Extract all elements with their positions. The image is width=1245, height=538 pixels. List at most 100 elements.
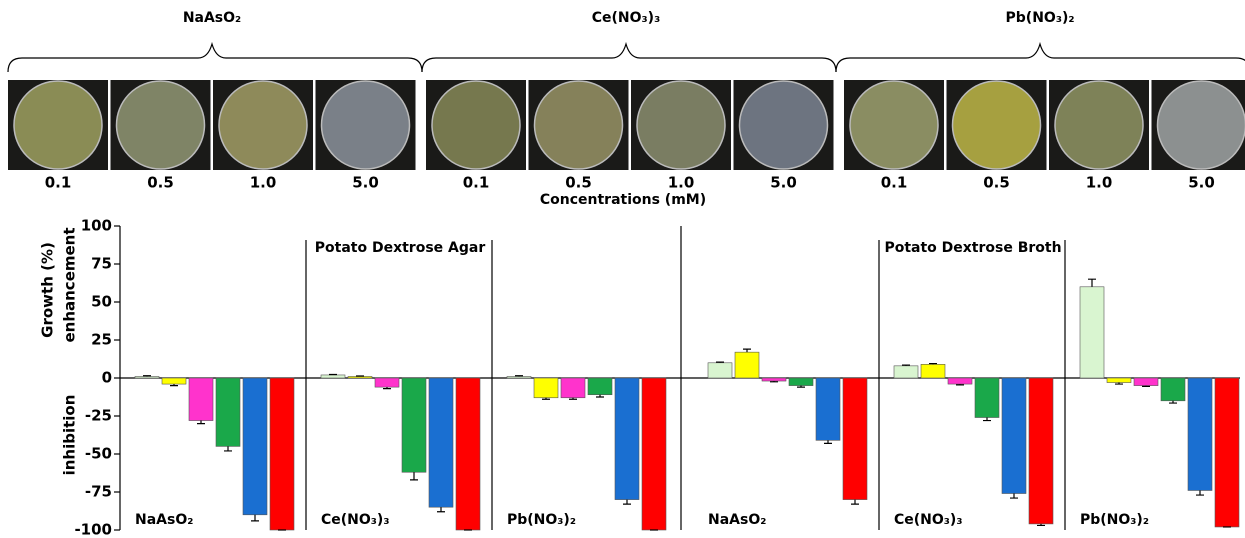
group-label: NaAsO₂ (135, 512, 193, 528)
petri-dish (322, 81, 410, 169)
bar (561, 378, 585, 398)
y-tick-label: -25 (85, 407, 112, 425)
group-label: Ce(NO₃)₃ (321, 512, 389, 528)
bar (1002, 378, 1026, 494)
concentration-label: 5.0 (352, 174, 379, 192)
bar (642, 378, 666, 530)
error-bar (224, 446, 232, 451)
bar (1107, 378, 1131, 383)
error-bar (1010, 494, 1018, 499)
error-bar (251, 515, 259, 521)
bar (270, 378, 294, 530)
bar (762, 378, 786, 381)
group-brace (836, 44, 1245, 72)
bar (615, 378, 639, 500)
bar (402, 378, 426, 472)
error-bar (743, 349, 751, 352)
petri-dish (953, 81, 1041, 169)
error-bar (1196, 490, 1204, 495)
concentration-label: 0.5 (983, 174, 1010, 192)
bar (843, 378, 867, 500)
bar (789, 378, 813, 386)
bar (429, 378, 453, 507)
y-tick-label: 75 (91, 255, 112, 273)
group-brace (8, 44, 422, 72)
bar (1188, 378, 1212, 490)
petri-dish (535, 81, 623, 169)
group-label: Pb(NO₃)₂ (1006, 10, 1075, 26)
y-tick-label: 0 (102, 369, 112, 387)
bar (921, 364, 945, 378)
concentration-label: 0.1 (463, 174, 490, 192)
group-label: Pb(NO₃)₂ (1080, 512, 1149, 528)
bar (1134, 378, 1158, 386)
concentration-label: 0.1 (881, 174, 908, 192)
bar (1161, 378, 1185, 401)
bar (507, 376, 531, 378)
y-tick-label: -50 (85, 445, 112, 463)
y-tick-label: -75 (85, 483, 112, 501)
bar (588, 378, 612, 395)
error-bar (983, 418, 991, 421)
bar (135, 376, 159, 378)
error-bar (851, 500, 859, 505)
y-tick-label: 50 (91, 293, 112, 311)
petri-dish (850, 81, 938, 169)
error-bar (596, 395, 604, 397)
concentration-axis-label: Concentrations (mM) (540, 192, 706, 208)
concentration-label: 1.0 (1086, 174, 1113, 192)
error-bar (197, 421, 205, 424)
group-label: NaAsO₂ (708, 512, 766, 528)
petri-dish (1158, 81, 1245, 169)
y-axis-label-negative: inhibition (61, 395, 79, 476)
y-axis-label: Growth (%) (39, 242, 57, 338)
concentration-label: 0.5 (565, 174, 592, 192)
y-axis-label-positive: enhancement (61, 227, 79, 342)
concentration-label: 0.5 (147, 174, 174, 192)
petri-dish (14, 81, 102, 169)
bar (1029, 378, 1053, 524)
group-label: Ce(NO₃)₃ (592, 10, 660, 26)
figure: Concentrations (mM) Growth (%) enhanceme… (0, 0, 1245, 538)
error-bar (410, 472, 418, 480)
error-bar (1088, 279, 1096, 287)
bar (243, 378, 267, 515)
bar (894, 366, 918, 378)
y-tick-label: 100 (81, 217, 112, 235)
bar (162, 378, 186, 384)
concentration-label: 5.0 (770, 174, 797, 192)
bar (816, 378, 840, 440)
y-tick-label: -100 (74, 521, 112, 538)
bar (189, 378, 213, 421)
bar (735, 352, 759, 378)
bar (216, 378, 240, 446)
petri-dish (637, 81, 725, 169)
bar (948, 378, 972, 384)
bar (321, 375, 345, 378)
bar (1215, 378, 1239, 527)
bar (456, 378, 480, 530)
petri-dish (432, 81, 520, 169)
bar (348, 376, 372, 378)
bar (534, 378, 558, 398)
y-tick-label: 25 (91, 331, 112, 349)
petri-dish (740, 81, 828, 169)
group-brace (422, 44, 836, 72)
concentration-label: 0.1 (45, 174, 72, 192)
group-label: NaAsO₂ (183, 10, 241, 26)
panel-title: Potato Dextrose Broth (884, 240, 1061, 256)
bar (708, 363, 732, 378)
group-label: Pb(NO₃)₂ (507, 512, 576, 528)
bar (975, 378, 999, 418)
group-label: Ce(NO₃)₃ (894, 512, 962, 528)
bar (1080, 287, 1104, 378)
panel-title: Potato Dextrose Agar (315, 240, 486, 256)
bar (375, 378, 399, 387)
petri-dish (117, 81, 205, 169)
petri-dish (1055, 81, 1143, 169)
error-bar (437, 507, 445, 512)
concentration-label: 1.0 (250, 174, 277, 192)
concentration-label: 1.0 (668, 174, 695, 192)
error-bar (1169, 401, 1177, 403)
error-bar (824, 440, 832, 443)
